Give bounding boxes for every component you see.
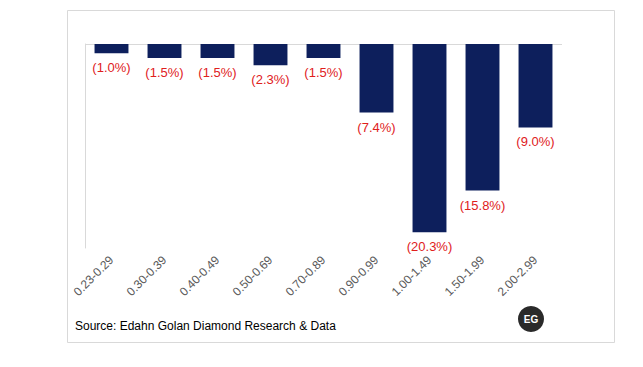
svg-text:(15.8%): (15.8%) <box>460 198 506 213</box>
svg-text:0.70-0.89: 0.70-0.89 <box>283 253 329 299</box>
svg-text:0.50-0.69: 0.50-0.69 <box>230 253 276 299</box>
svg-text:(1.0%): (1.0%) <box>92 60 130 75</box>
svg-text:0.90-0.99: 0.90-0.99 <box>336 253 382 299</box>
svg-text:2.00-2.99: 2.00-2.99 <box>495 253 541 299</box>
svg-text:(7.4%): (7.4%) <box>357 120 395 135</box>
svg-text:(1.5%): (1.5%) <box>198 65 236 80</box>
svg-text:(9.0%): (9.0%) <box>516 134 554 149</box>
svg-text:(1.5%): (1.5%) <box>145 65 183 80</box>
svg-text:1.00-1.49: 1.00-1.49 <box>389 253 435 299</box>
svg-text:0.23-0.29: 0.23-0.29 <box>71 253 117 299</box>
svg-text:Source: Edahn Golan Diamond Re: Source: Edahn Golan Diamond Research & D… <box>75 319 336 333</box>
svg-text:(2.3%): (2.3%) <box>251 72 289 87</box>
svg-text:0.30-0.39: 0.30-0.39 <box>124 253 170 299</box>
svg-text:1.50-1.99: 1.50-1.99 <box>442 253 488 299</box>
svg-text:(20.3%): (20.3%) <box>407 239 453 254</box>
svg-text:EG: EG <box>524 314 539 325</box>
svg-text:0.40-0.49: 0.40-0.49 <box>177 253 223 299</box>
svg-text:(1.5%): (1.5%) <box>304 65 342 80</box>
